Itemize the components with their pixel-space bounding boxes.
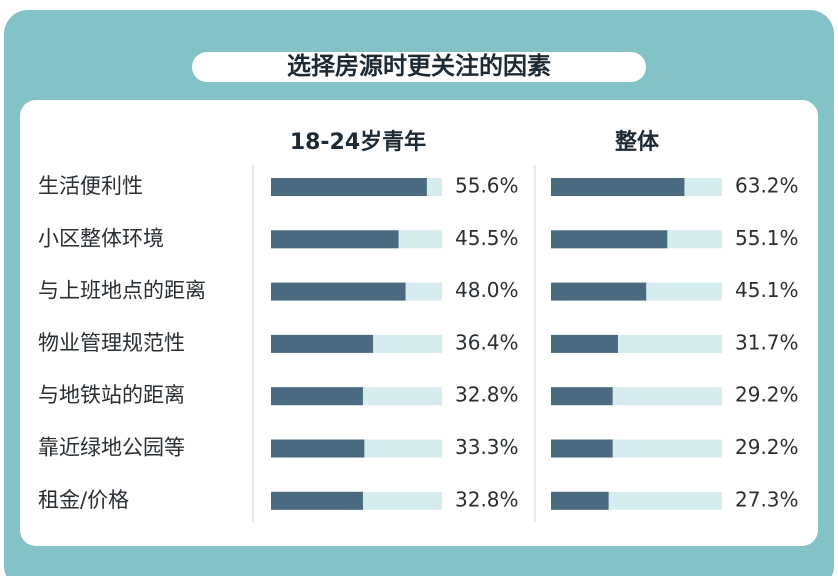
bar bbox=[271, 387, 363, 406]
bar bbox=[271, 282, 406, 301]
bar bbox=[551, 230, 668, 249]
bar bbox=[551, 387, 613, 406]
bar bbox=[271, 439, 365, 458]
value-label: 45.5% bbox=[455, 226, 519, 250]
category-label: 靠近绿地公园等 bbox=[38, 436, 185, 460]
bar bbox=[271, 230, 399, 249]
category-label: 生活便利性 bbox=[38, 174, 143, 198]
chart-title: 选择房源时更关注的因素 bbox=[287, 52, 551, 80]
value-label: 29.2% bbox=[735, 435, 799, 459]
value-label: 48.0% bbox=[455, 278, 519, 302]
card bbox=[20, 100, 818, 546]
value-label: 32.8% bbox=[455, 383, 519, 407]
value-label: 36.4% bbox=[455, 330, 519, 354]
bar bbox=[551, 282, 647, 301]
value-label: 55.1% bbox=[735, 226, 799, 250]
category-label: 租金/价格 bbox=[38, 488, 129, 512]
value-label: 55.6% bbox=[455, 174, 519, 198]
value-label: 29.2% bbox=[735, 383, 799, 407]
title-pill bbox=[192, 52, 646, 82]
category-label: 小区整体环境 bbox=[38, 226, 164, 250]
value-label: 63.2% bbox=[735, 174, 799, 198]
bar bbox=[551, 178, 685, 196]
bar bbox=[551, 334, 618, 353]
series-header: 18-24岁青年 bbox=[290, 129, 426, 155]
value-label: 45.1% bbox=[735, 278, 799, 302]
value-label: 31.7% bbox=[735, 330, 799, 354]
value-label: 32.8% bbox=[455, 487, 519, 511]
series-header: 整体 bbox=[615, 129, 660, 155]
bar bbox=[271, 491, 363, 510]
category-label: 与地铁站的距离 bbox=[38, 383, 185, 407]
bar bbox=[271, 178, 427, 196]
bar bbox=[271, 334, 374, 353]
category-label: 与上班地点的距离 bbox=[38, 279, 206, 303]
bar bbox=[551, 439, 613, 458]
bar bbox=[551, 491, 609, 510]
value-label: 27.3% bbox=[735, 487, 799, 511]
category-label: 物业管理规范性 bbox=[38, 331, 185, 355]
value-label: 33.3% bbox=[455, 435, 519, 459]
